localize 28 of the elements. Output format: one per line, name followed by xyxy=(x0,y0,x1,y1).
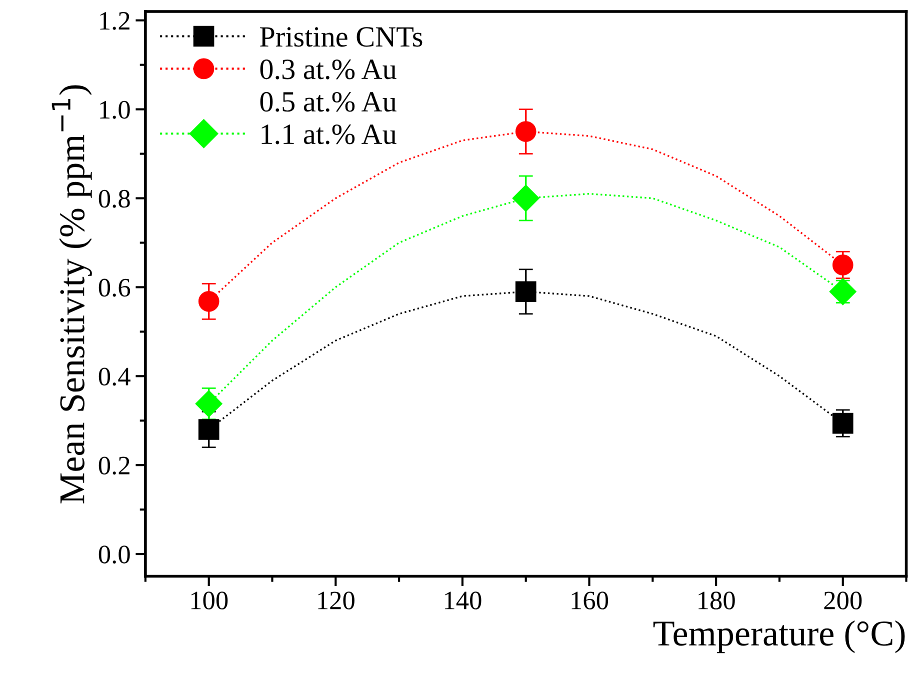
legend-label: 1.1 at.% Au xyxy=(262,124,396,144)
legend-label: Pristine CNTs xyxy=(260,27,422,47)
point xyxy=(515,121,536,142)
y-tick-label: 0.8 xyxy=(98,190,130,208)
text: 0.5 at.% Au xyxy=(260,92,396,112)
legend-label: 0.3 at.% Au xyxy=(260,60,396,80)
point xyxy=(195,390,222,418)
point xyxy=(512,184,540,212)
point xyxy=(832,412,854,434)
x-tick-label: 200 xyxy=(824,592,862,610)
x-tick-label: 120 xyxy=(318,592,354,610)
y-tick-label: 0.4 xyxy=(98,368,130,386)
x-tick-label: 140 xyxy=(444,592,482,610)
point xyxy=(832,254,854,276)
point xyxy=(515,281,536,302)
point xyxy=(829,278,856,306)
y-tick-label: 0.2 xyxy=(98,456,130,475)
y-tick-label: 0.6 xyxy=(98,278,130,297)
x-tick-label: 180 xyxy=(698,592,735,610)
x-axis-title: Temperature (°C) xyxy=(653,620,905,654)
point xyxy=(198,419,220,440)
x-tick-label: 100 xyxy=(191,592,228,610)
y-tick-label: 1.0 xyxy=(100,100,130,119)
y-tick-label: 1.2 xyxy=(100,12,130,30)
y-tick-label: 0.0 xyxy=(98,546,130,564)
point xyxy=(198,291,220,312)
y-axis-title: Mean Sensitivity (% ppm$^{−1}$) xyxy=(52,85,92,504)
x-tick-label: 160 xyxy=(572,592,608,610)
